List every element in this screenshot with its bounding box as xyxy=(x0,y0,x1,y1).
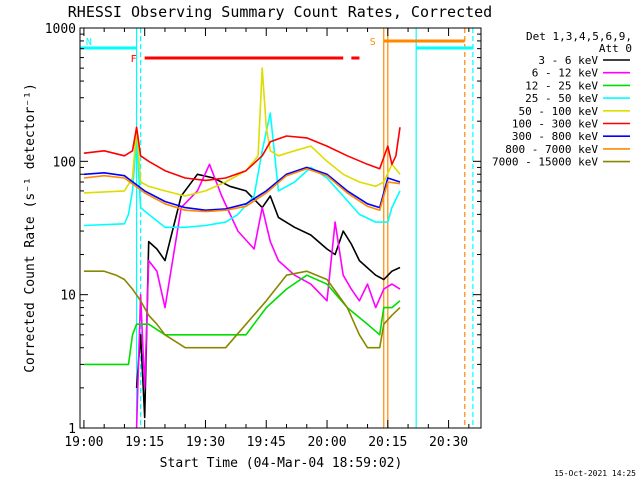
legend-label: 12 - 25 keV xyxy=(525,79,598,92)
series-line-50-100-kev xyxy=(83,67,401,197)
series-line-300-800-kev xyxy=(83,166,401,211)
y-tick-label: 1000 xyxy=(45,22,76,37)
x-tick-label: 20:15 xyxy=(368,435,407,450)
chart-title: RHESSI Observing Summary Count Rates, Co… xyxy=(68,3,492,21)
series-line-7000-15000-kev xyxy=(83,270,401,349)
axes-group: 1 10 100 1000 19:00 19:15 19:30 19:45 20:00 20:15… xyxy=(45,22,482,450)
legend-label: 25 - 50 keV xyxy=(525,92,598,105)
y-axis-label: Corrected Count Rate (s⁻¹ detector⁻¹) xyxy=(23,83,38,373)
x-tick-label: 19:00 xyxy=(64,435,103,450)
series-line-6-12-kev xyxy=(135,163,401,429)
series-line-100-300-kev xyxy=(83,126,401,182)
x-axis-label: Start Time (04-Mar-04 18:59:02) xyxy=(160,456,403,471)
legend-label: 50 - 100 keV xyxy=(519,105,599,118)
annotation-bar-label: S xyxy=(370,37,376,48)
legend-label: 800 - 7000 keV xyxy=(505,143,598,156)
x-tick-label: 20:30 xyxy=(429,435,468,450)
series-line-800-7000-kev xyxy=(83,167,401,213)
legend-header-line-1: Det 1,3,4,5,6,9, xyxy=(526,30,632,43)
x-tick-label: 19:15 xyxy=(125,435,164,450)
x-tick-label: 19:45 xyxy=(247,435,286,450)
y-tick-label: 10 xyxy=(60,289,76,304)
y-tick-label: 100 xyxy=(53,155,76,170)
series-line-3-6-kev xyxy=(135,173,401,419)
annotation-bar-label: F xyxy=(131,54,137,65)
plot-frame xyxy=(79,27,482,429)
legend-label: 3 - 6 keV xyxy=(538,54,598,67)
legend-label: 7000 - 15000 keV xyxy=(492,156,598,169)
series-group xyxy=(83,67,401,429)
annotation-bar-label: N xyxy=(86,37,92,48)
x-tick-label: 19:30 xyxy=(186,435,225,450)
annotation-bars: F N S xyxy=(79,37,473,65)
series-line-25-50-kev xyxy=(83,112,401,229)
annotation-lines xyxy=(135,28,474,428)
legend-label: 100 - 300 keV xyxy=(512,118,598,131)
y-tick-label: 1 xyxy=(68,422,76,437)
footer-timestamp: 15-Oct-2021 14:25 xyxy=(554,469,636,478)
legend-header-line-2: Att 0 xyxy=(599,42,632,55)
legend-label: 300 - 800 keV xyxy=(512,130,598,143)
legend-label: 6 - 12 keV xyxy=(532,67,599,80)
x-tick-label: 20:00 xyxy=(307,435,346,450)
